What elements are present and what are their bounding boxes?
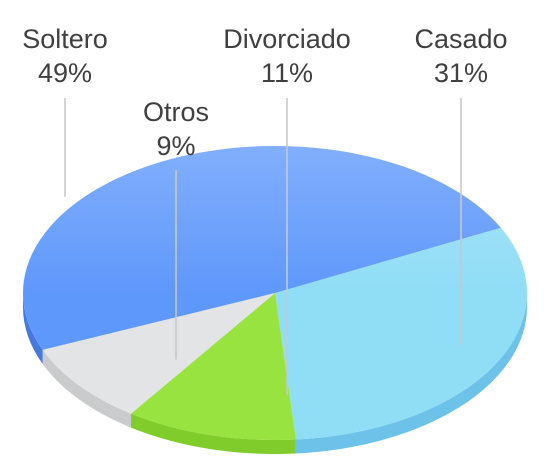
- leader-lines: [64, 98, 462, 396]
- slice-label-casado: Casado: [414, 24, 507, 54]
- slice-label-otros: Otros: [143, 97, 209, 127]
- slice-label-divorciado: Divorciado: [223, 24, 351, 54]
- slice-side-divorciado: [131, 413, 296, 454]
- slice-label-soltero: Soltero: [22, 24, 108, 54]
- pie-top-faces: [22, 145, 527, 440]
- slice-value-soltero: 49%: [38, 58, 92, 88]
- slice-value-otros: 9%: [156, 131, 195, 161]
- slice-value-divorciado: 11%: [261, 58, 313, 88]
- slice-labels: Casado 31% Divorciado 11% Otros 9% Soltero 49%: [22, 24, 507, 161]
- slice-value-casado: 31%: [434, 58, 488, 88]
